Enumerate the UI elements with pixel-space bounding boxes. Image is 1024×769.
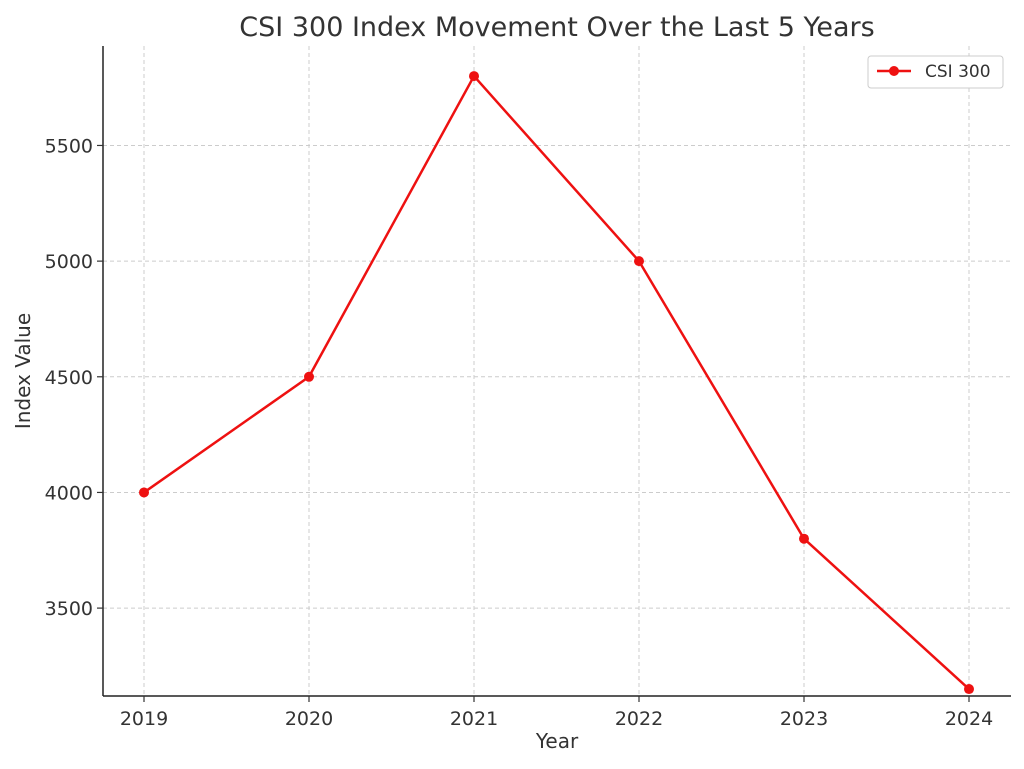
data-point (469, 71, 479, 82)
y-axis-label: Index Value (11, 313, 35, 429)
x-tick-label: 2019 (120, 708, 168, 730)
y-tick-label: 5500 (45, 135, 93, 157)
data-point (304, 371, 314, 382)
ticks-layer: 2019 2020 2021 2022 2023 2024 3500 4000 4500 5000… (45, 135, 994, 730)
legend-marker (889, 66, 899, 76)
chart-title: CSI 300 Index Movement Over the Last 5 Y… (239, 12, 874, 43)
legend-label: CSI 300 (925, 62, 991, 82)
data-point (139, 487, 149, 498)
legend-box (867, 55, 1004, 89)
x-axis-label: Year (535, 729, 579, 753)
x-tick-label: 2020 (285, 708, 333, 730)
data-point (964, 684, 974, 695)
y-tick-label: 4500 (45, 367, 93, 389)
data-point (634, 256, 644, 267)
x-tick-label: 2021 (450, 708, 498, 730)
grid-layer (103, 46, 1011, 696)
legend: CSI 300 (867, 55, 1004, 89)
data-point (799, 533, 809, 544)
y-tick-label: 3500 (45, 598, 93, 620)
x-tick-label: 2024 (945, 708, 993, 730)
y-tick-label: 4000 (45, 482, 93, 504)
axes-layer (102, 46, 1011, 697)
x-tick-label: 2022 (615, 708, 663, 730)
x-tick-label: 2023 (780, 708, 828, 730)
series-line (143, 74, 970, 690)
series-layer (139, 71, 974, 695)
y-tick-label: 5000 (45, 251, 93, 273)
